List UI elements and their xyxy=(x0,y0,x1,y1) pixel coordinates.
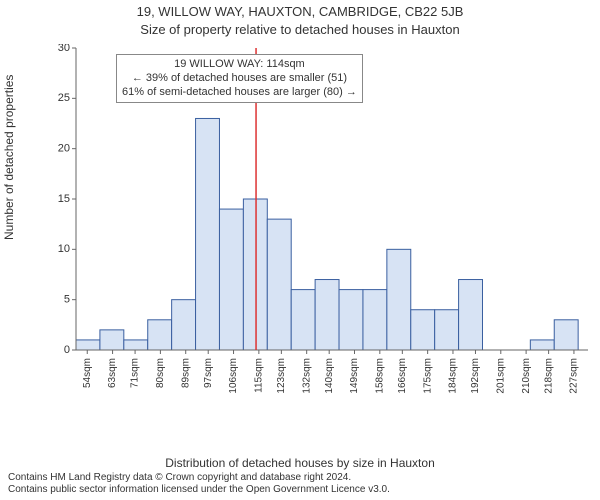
y-tick-label: 10 xyxy=(58,243,70,255)
histogram-bar xyxy=(196,118,220,350)
x-tick-label: 123sqm xyxy=(276,358,287,394)
histogram-bar xyxy=(339,290,363,350)
x-tick-label: 210sqm xyxy=(521,358,532,394)
y-tick-label: 5 xyxy=(64,294,70,306)
x-tick-label: 166sqm xyxy=(397,358,408,394)
y-tick-label: 20 xyxy=(58,143,70,155)
histogram-bar xyxy=(219,209,243,350)
x-tick-label: 192sqm xyxy=(470,358,481,394)
x-axis-label: Distribution of detached houses by size … xyxy=(0,456,600,470)
page-title-address: 19, WILLOW WAY, HAUXTON, CAMBRIDGE, CB22… xyxy=(0,4,600,19)
histogram-bar xyxy=(76,340,100,350)
x-tick-label: 80sqm xyxy=(155,358,166,388)
x-tick-label: 132sqm xyxy=(301,358,312,394)
histogram-bar xyxy=(267,219,291,350)
histogram-bar xyxy=(387,249,411,350)
histogram-bar xyxy=(148,320,172,350)
chart-title: Size of property relative to detached ho… xyxy=(0,22,600,37)
callout-line-2: ← 39% of detached houses are smaller (51… xyxy=(122,72,357,86)
y-tick-label: 15 xyxy=(58,193,70,205)
x-tick-label: 201sqm xyxy=(495,358,506,394)
x-tick-label: 175sqm xyxy=(422,358,433,394)
x-tick-label: 89sqm xyxy=(180,358,191,388)
x-tick-label: 106sqm xyxy=(228,358,239,394)
histogram-bar xyxy=(530,340,554,350)
x-tick-label: 184sqm xyxy=(448,358,459,394)
histogram-bar xyxy=(411,310,435,350)
callout-line-3: 61% of semi-detached houses are larger (… xyxy=(122,86,357,100)
y-tick-label: 0 xyxy=(64,344,70,356)
y-tick-label: 30 xyxy=(58,44,70,54)
x-tick-label: 115sqm xyxy=(253,358,264,393)
histogram-bar xyxy=(435,310,459,350)
x-tick-label: 218sqm xyxy=(543,358,554,394)
histogram-bar xyxy=(315,280,339,350)
attribution-footer: Contains HM Land Registry data © Crown c… xyxy=(8,472,390,496)
histogram-bar xyxy=(172,300,196,350)
x-tick-label: 158sqm xyxy=(374,358,385,394)
x-tick-label: 149sqm xyxy=(349,358,360,394)
footer-line-1: Contains HM Land Registry data © Crown c… xyxy=(8,472,390,484)
x-tick-label: 63sqm xyxy=(107,358,118,388)
y-tick-label: 25 xyxy=(58,92,70,104)
callout-line-1: 19 WILLOW WAY: 114sqm xyxy=(122,58,357,72)
chart-container: 19, WILLOW WAY, HAUXTON, CAMBRIDGE, CB22… xyxy=(0,0,600,500)
x-tick-label: 140sqm xyxy=(324,358,335,394)
reference-callout: 19 WILLOW WAY: 114sqm ← 39% of detached … xyxy=(116,54,363,103)
histogram-bar xyxy=(291,290,315,350)
x-tick-label: 97sqm xyxy=(203,358,214,388)
histogram-bar xyxy=(459,280,483,350)
x-tick-label: 227sqm xyxy=(569,358,580,394)
histogram-bar xyxy=(100,330,124,350)
x-tick-label: 54sqm xyxy=(82,358,93,388)
histogram-bar xyxy=(363,290,387,350)
histogram-bar xyxy=(124,340,148,350)
histogram-bar xyxy=(554,320,578,350)
footer-line-2: Contains public sector information licen… xyxy=(8,484,390,496)
x-tick-label: 71sqm xyxy=(130,358,141,388)
y-axis-label: Number of detached properties xyxy=(2,75,16,240)
